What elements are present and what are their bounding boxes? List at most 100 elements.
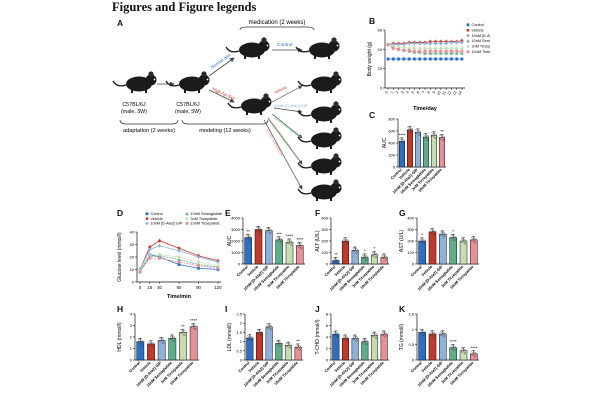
chartj-y-tick-label-3: 6 (326, 323, 329, 328)
chartk-point-4-1 (463, 348, 466, 352)
chartg-point-2-0 (440, 230, 443, 233)
chartd-y-tick-label-4: 40 (130, 230, 135, 235)
chartb-point-10nm-tirzepatide-8 (428, 49, 432, 53)
panel-label-g: G (399, 208, 406, 218)
chartg-point-0-2 (419, 240, 422, 243)
chartc-point-1-2 (407, 129, 410, 132)
chartb-point-10nm-tirzepatide-4 (407, 48, 411, 52)
chartd-point-control-3 (177, 263, 181, 266)
chartc-point-1-3 (410, 131, 413, 134)
arrow-vehicle (271, 85, 303, 103)
charte-point-4-0 (287, 238, 290, 241)
chartc-point-5-1 (442, 135, 445, 138)
charti-point-4-3 (288, 346, 291, 349)
chartd-y-tick-label-3: 30 (130, 242, 135, 247)
charte-point-2-2 (266, 230, 269, 233)
chartb-x-tick-label-6: 6 (416, 91, 421, 95)
chartj-point-3-3 (365, 342, 368, 346)
arm-dala-label: 10nM [D-Ala2] GIP (274, 103, 308, 108)
chartb-y-tick-label-1: 20 (378, 66, 383, 71)
charte-y-tick-label-1: 1000 (231, 250, 241, 255)
chartj-y-tick-label-4: 8 (326, 312, 329, 317)
chartf-significance-0: ** (334, 252, 338, 257)
charth-y-tick-label-3: 3 (130, 323, 133, 328)
chartb-x-tick-label-8: 8 (427, 91, 432, 95)
charti-point-4-2 (286, 345, 289, 348)
chartb-x-tick-label-12: 12 (447, 91, 453, 97)
chartf-y-tick-label-2: 200 (321, 239, 328, 244)
chartc-y-tick-label-3: 600 (388, 129, 395, 134)
chartd-point-3nm-tirzepatide-4 (197, 260, 200, 264)
chartk-point-0-1 (422, 330, 425, 333)
charth-y-tick-label-4: 4 (130, 312, 133, 317)
charti-bar-10nm-d-ala2-gip (265, 326, 273, 361)
charth-bar-10nm-d-ala2-gip (157, 340, 166, 361)
chartb-point-control-7 (423, 57, 427, 61)
chartf-point-0-1 (336, 258, 339, 261)
charte-y-tick-label-0: 0 (238, 262, 241, 267)
chartj-point-0-2 (333, 333, 336, 337)
chartb-x-tick-label-13: 13 (452, 91, 458, 97)
chartd-series-line-10nm-tirzepatide (139, 257, 219, 273)
chartc-point-3-3 (426, 138, 429, 141)
figures-heading: Figures and Figure legends (112, 0, 257, 14)
chartf-bar-vehicle (341, 240, 350, 265)
chartd-legend-label-10nm-semaglutide: 10nM Semaglutide (191, 212, 223, 216)
chartk-point-5-0 (471, 350, 474, 353)
chartb-point-10nm-tirzepatide-10 (439, 49, 443, 53)
chartb-point-3nm-tirzepatide-3 (402, 46, 406, 49)
charth-point-4-3 (183, 333, 186, 336)
chartb-point-10nm-tirzepatide-7 (423, 49, 427, 53)
chartc-y-tick-label-4: 800 (388, 117, 395, 122)
charth-point-5-0 (191, 323, 194, 326)
chartk-point-0-3 (422, 333, 425, 336)
charth-point-3-0 (169, 334, 173, 337)
chartc-y-tick-label-0: 0 (393, 165, 396, 170)
chartd-legend-label-control: Control (151, 212, 163, 216)
adaptation-bracket (119, 119, 179, 125)
chartd-series-line-10nm-semaglutide (139, 255, 219, 271)
chartg-point-0-0 (419, 237, 422, 240)
chartd-x-tick-label-1: 15 (147, 285, 152, 290)
chartb-point-10nm-d-ala2-gip-3 (402, 42, 406, 47)
chartc-point-4-0 (431, 131, 434, 134)
chartb-point-10nm-tirzepatide-6 (418, 49, 422, 53)
charth-bar-vehicle (147, 343, 155, 361)
chartb-point-10nm-tirzepatide-12 (450, 49, 453, 53)
charti-point-0-3 (250, 339, 253, 342)
charti-point-3-2 (276, 343, 279, 346)
chartd-y-tick-label-1: 10 (130, 267, 135, 272)
charti-point-5-2 (295, 346, 298, 349)
chartb-point-10nm-d-ala2-gip-4 (407, 41, 411, 46)
charte-point-4-2 (287, 241, 290, 245)
chartf-point-4-1 (374, 252, 377, 256)
charte-point-2-0 (266, 227, 269, 230)
charte-significance-3: *** (277, 231, 283, 236)
high-fat-diet-label: High-fat diet (212, 86, 237, 101)
chartj-y-tick-label-0: 0 (326, 358, 329, 363)
chartk-bar-10nm-semaglutide (449, 347, 457, 361)
chart-glucose-tolerance: 0 10 20 30 40 Glucose level (mmol/l) 0 15 30 60 90… (117, 212, 223, 300)
chartb-point-control-3 (402, 57, 406, 61)
chartd-point-3nm-tirzepatide-2 (158, 253, 161, 256)
chartc-point-3-0 (423, 133, 426, 136)
chartf-point-5-3 (384, 258, 387, 261)
charti-point-1-0 (257, 328, 260, 332)
chartg-point-4-3 (463, 242, 466, 245)
chartb-legend-marker-10nm-d-ala2-gip (466, 33, 470, 38)
charte-y-tick-label-2: 2000 (231, 239, 241, 244)
arm-control-label: Control (277, 42, 292, 48)
chartc-point-4-1 (434, 133, 437, 136)
chartd-point-vehicle-2 (158, 239, 161, 243)
charte-point-5-3 (300, 246, 303, 250)
chartd-point-10nm-tirzepatide-2 (158, 256, 161, 260)
chartb-y-tick-label-2: 40 (378, 47, 383, 52)
chartf-point-3-1 (365, 255, 368, 258)
arm-vehicle-label: Vehicle (273, 84, 288, 95)
chartj-point-1-2 (343, 337, 346, 341)
chartg-point-3-3 (453, 238, 456, 242)
chartj-point-3-2 (362, 341, 365, 344)
chartj-bar-10nm-d-ala2-gip (351, 337, 359, 361)
chartg-point-5-0 (471, 236, 474, 239)
